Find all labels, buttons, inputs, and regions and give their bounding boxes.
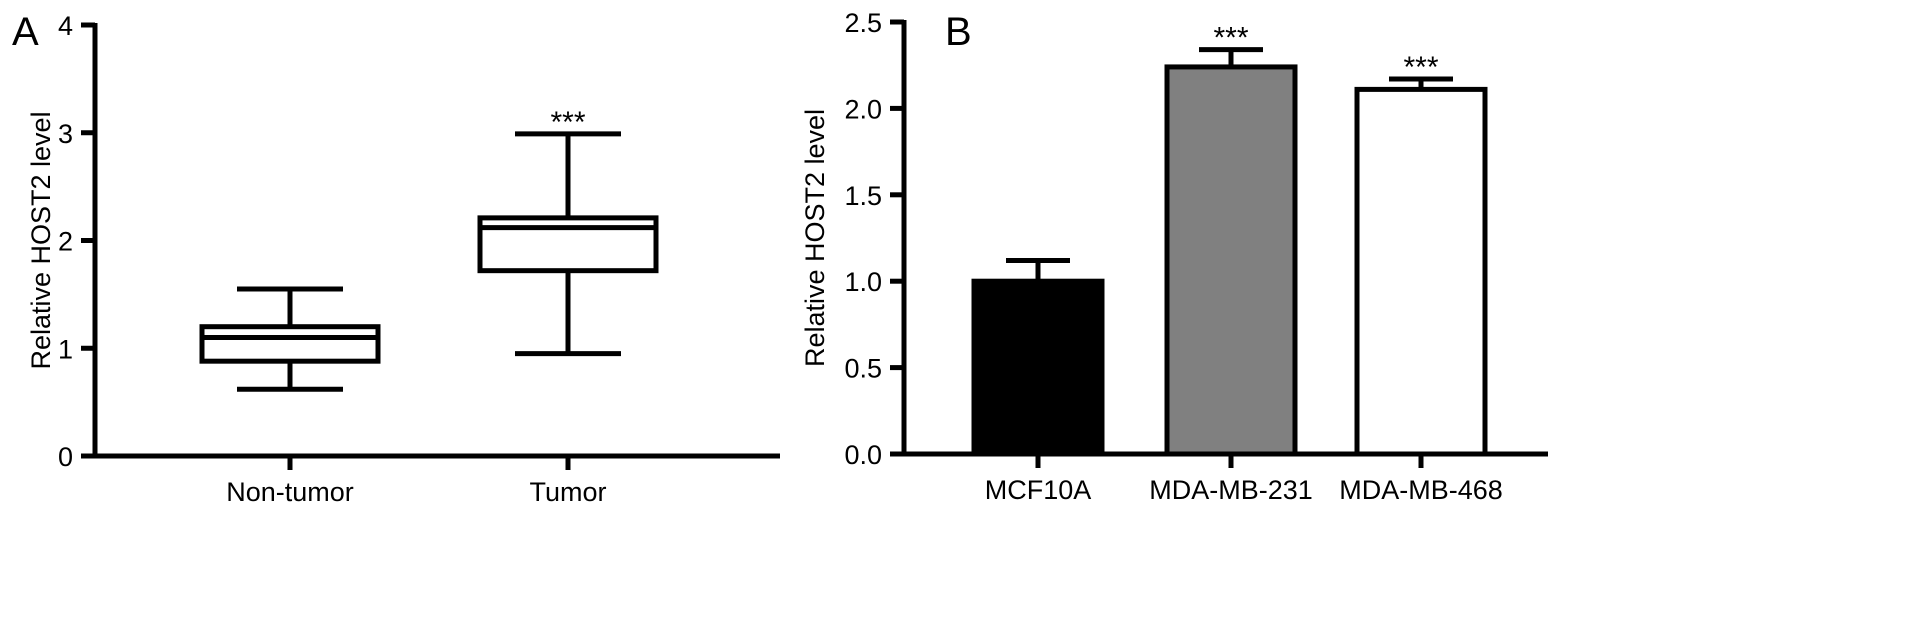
y-tick-label: 0 [58, 442, 73, 472]
bar-chart-panel-b: 0.0 0.5 1.0 1.5 2.0 2.5 Relative HOST2 level MC… [800, 8, 1548, 505]
x-tick-label: MCF10A [985, 475, 1092, 505]
bar [1354, 86, 1488, 457]
significance-marker: *** [1403, 51, 1438, 84]
y-tick-label: 2 [58, 227, 73, 257]
y-axis-label: Relative HOST2 level [26, 111, 56, 369]
box-plot-panel-a: 0 1 2 3 4 Relative HOST2 level Non-tumor Tumor *… [26, 11, 780, 507]
x-tick-label: MDA-MB-231 [1149, 475, 1313, 505]
box-iqr [199, 324, 381, 364]
y-tick-label: 4 [58, 11, 73, 41]
y-tick-label: 1.0 [844, 267, 882, 297]
x-tick-label: MDA-MB-468 [1339, 475, 1503, 505]
significance-marker: *** [1213, 22, 1248, 55]
y-tick-label: 1.5 [844, 181, 882, 211]
y-tick-label: 2.0 [844, 94, 882, 124]
panel-b-label: B [945, 10, 972, 54]
x-tick-label: Tumor [529, 477, 606, 507]
y-tick-label: 1 [58, 334, 73, 364]
y-tick-label: 3 [58, 119, 73, 149]
bar [971, 278, 1105, 457]
bar [1164, 64, 1298, 457]
y-tick-label: 0.5 [844, 354, 882, 384]
panel-a-label: A [12, 10, 39, 54]
y-tick-label: 0.0 [844, 440, 882, 470]
y-axis-label: Relative HOST2 level [800, 109, 830, 367]
y-tick-label: 2.5 [844, 8, 882, 38]
x-tick-label: Non-tumor [226, 477, 354, 507]
significance-marker: *** [550, 106, 585, 139]
